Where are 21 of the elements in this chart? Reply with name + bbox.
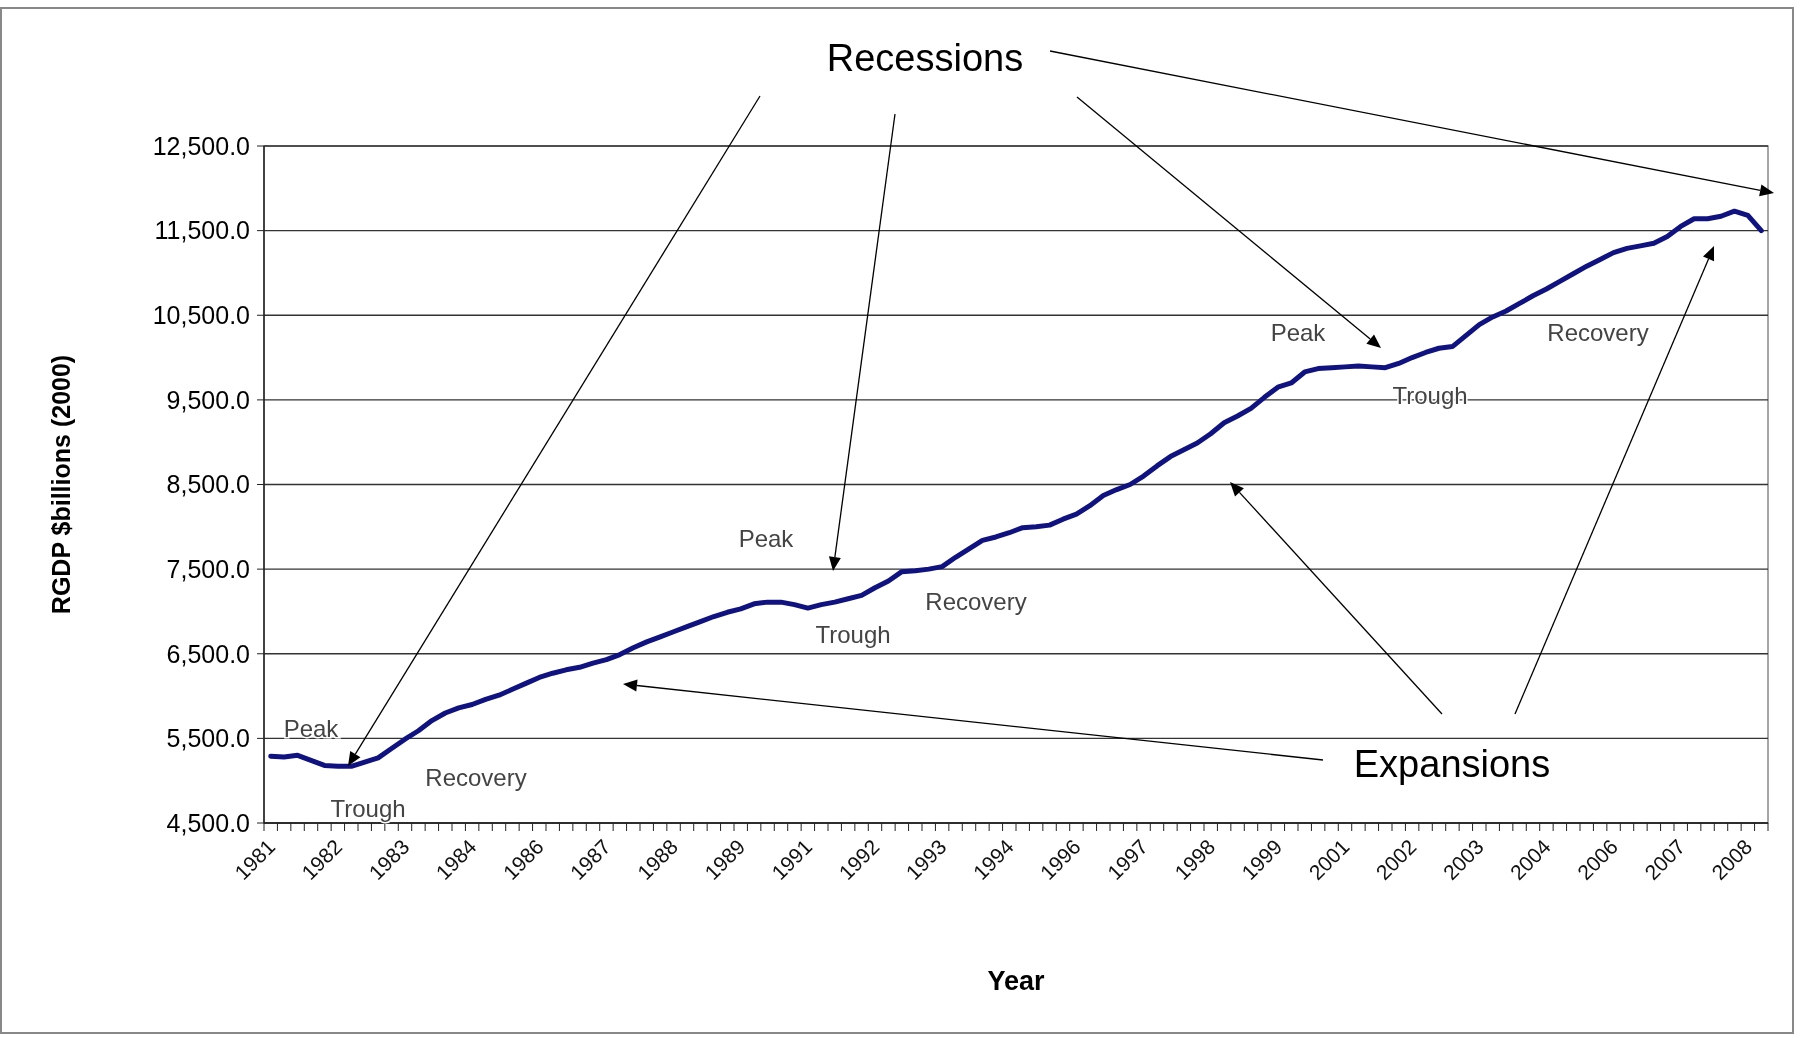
text: Recessions	[826, 37, 1024, 80]
y-tick-label: 12,500.0	[152, 131, 250, 160]
annotation: Recovery	[1547, 319, 1649, 347]
annotation: Peak	[283, 715, 340, 743]
annotation: Peak	[1270, 319, 1327, 347]
annotation: Peak	[738, 525, 795, 553]
y-tick-label: 4,500.0	[166, 808, 250, 837]
annotation: Trough	[330, 795, 406, 823]
annotation: Expansions	[1353, 743, 1551, 786]
y-tick-label: 5,500.0	[166, 724, 250, 753]
y-axis-title: RGDP $billions (2000)	[47, 354, 75, 615]
y-tick-label: 10,500.0	[152, 301, 250, 329]
annotation: Trough	[815, 621, 891, 649]
y-tick-label: 7,500.0	[166, 554, 250, 583]
y-tick-label: 9,500.0	[166, 385, 250, 414]
annotation: Recovery	[425, 764, 527, 792]
y-tick-label: 6,500.0	[166, 639, 250, 668]
x-axis-title: Year	[987, 966, 1046, 996]
annotation: Recovery	[925, 588, 1027, 616]
y-tick-label: 11,500.0	[154, 216, 250, 245]
y-tick-label: 8,500.0	[166, 470, 250, 499]
